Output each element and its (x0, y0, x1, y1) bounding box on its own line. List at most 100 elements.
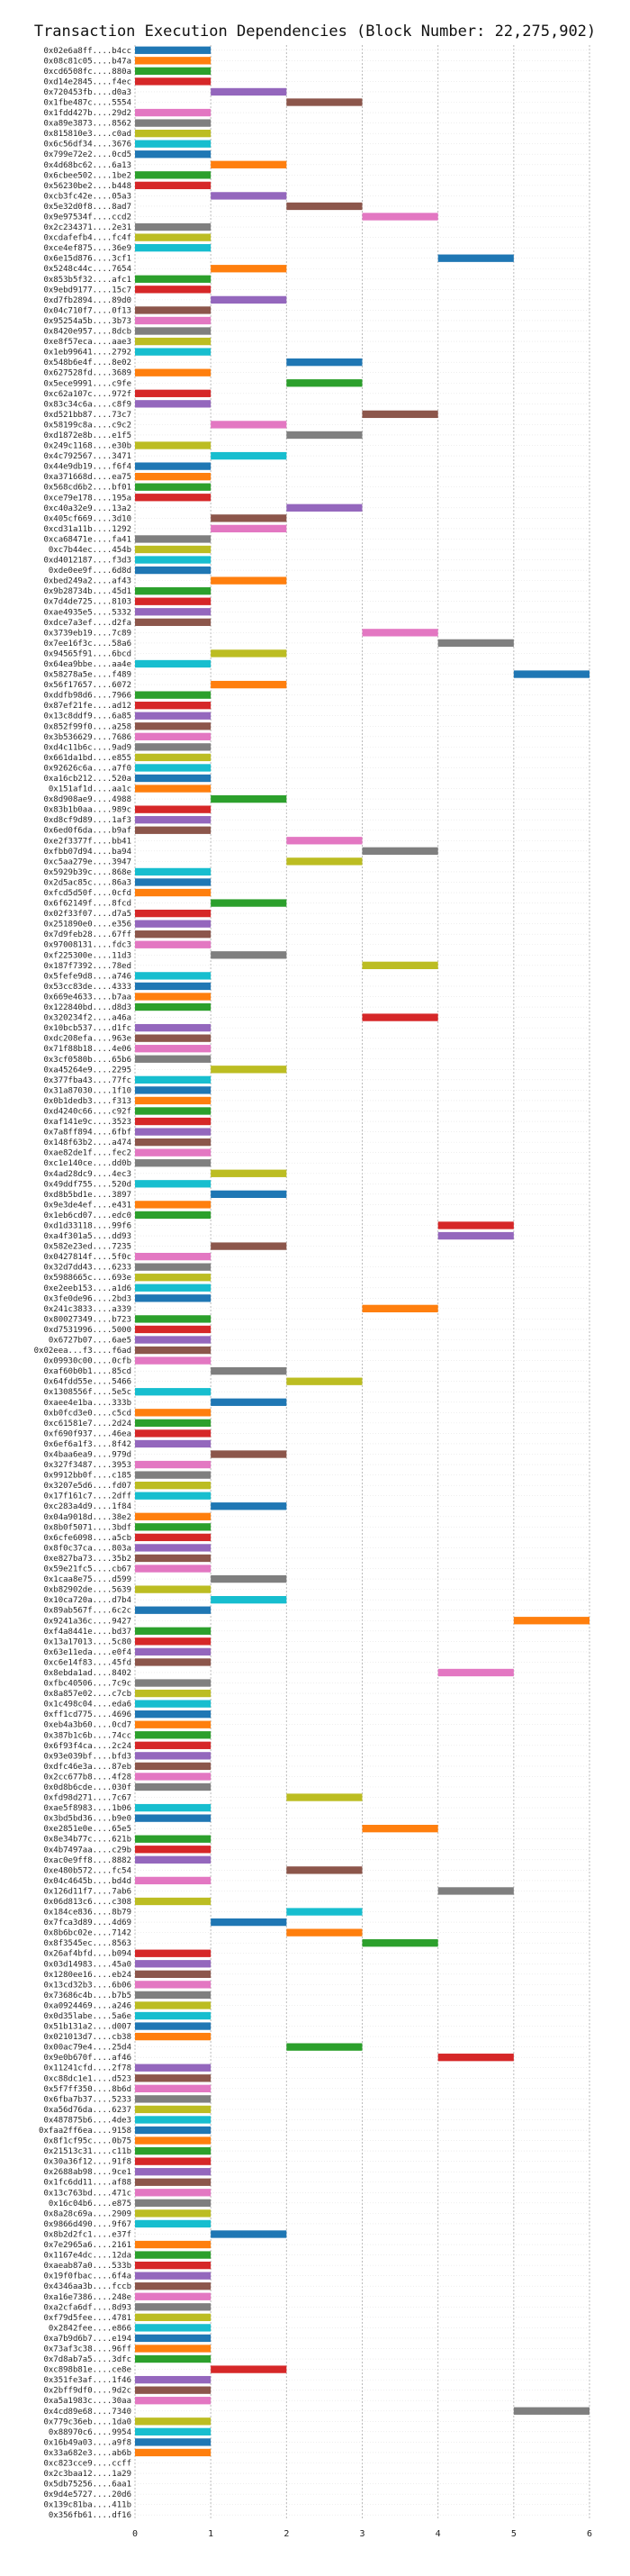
tx-hash-label: 0x2cc677b8....4f28 (43, 1773, 131, 1782)
tx-hash-label: 0xa7b9d6b7....e194 (43, 2335, 131, 2344)
transaction-bar (135, 1138, 212, 1147)
tx-hash-label: 0xdce7a3ef....d2fa (43, 619, 131, 628)
tx-hash-label: 0x568cd6b2....bf01 (43, 484, 131, 493)
tx-hash-label: 0x1caa8e75....d599 (43, 1575, 131, 1584)
tx-hash-label: 0xa5a1983c....30aa (43, 2397, 131, 2406)
transaction-bar (211, 649, 287, 658)
tx-hash-label: 0xfaa2ff6ea....9158 (39, 2127, 131, 2136)
transaction-bar (135, 1117, 212, 1126)
tx-hash-label: 0x53cc83de....4333 (43, 983, 131, 992)
tx-hash-label: 0xce4ef875....36e9 (43, 244, 131, 253)
tx-hash-label: 0xde0ee9f....6d8d (49, 567, 131, 576)
transaction-bar (135, 805, 212, 813)
transaction-bar (135, 2032, 212, 2041)
tx-hash-label: 0x0b1dedb3....f313 (43, 1097, 131, 1106)
tx-hash-label: 0xd1d33118....99f6 (43, 1221, 131, 1230)
transaction-bar (135, 1471, 212, 1479)
transaction-bar (135, 1409, 212, 1417)
tx-hash-label: 0xe827ba73....35b2 (43, 1555, 131, 1564)
tx-hash-label: 0x8e34b77c....621b (43, 1836, 131, 1845)
tx-hash-label: 0xeb4a3b60....0cd7 (43, 1721, 131, 1730)
transaction-bar (135, 1876, 212, 1885)
tx-hash-label: 0x7d8ab7a5....3dfc (43, 2355, 131, 2364)
transaction-bar (135, 2324, 212, 2332)
transaction-bar (135, 785, 212, 793)
x-tick-label: 6 (587, 2529, 592, 2539)
transaction-bar (135, 2064, 212, 2072)
tx-hash-label: 0x56230be2....b448 (43, 182, 131, 191)
tx-hash-label: 0x779c36eb....1da0 (43, 2417, 131, 2426)
tx-hash-label: 0xae82de1f....fec2 (43, 1149, 131, 1158)
transaction-bar (135, 2292, 212, 2300)
tx-hash-label: 0x0427814f....5f0c (43, 1253, 131, 1262)
tx-hash-label: 0x9ebd9177....15c7 (43, 286, 131, 295)
transaction-bar (135, 368, 212, 376)
transaction-bar (286, 1908, 363, 1916)
tx-hash-label: 0xcd6508fc....880a (43, 68, 131, 77)
tx-hash-label: 0xe8f57eca....aae3 (43, 338, 131, 347)
tx-hash-label: 0xc6e14f83....45fd (43, 1658, 131, 1667)
transaction-bar (211, 265, 287, 273)
tx-hash-label: 0x9e97534f....ccd2 (43, 213, 131, 222)
tx-hash-label: 0x6cfe6098....a5cb (43, 1534, 131, 1543)
transaction-bar (135, 1128, 212, 1136)
x-tick-label: 4 (436, 2529, 441, 2539)
tx-hash-label: 0xf690f937....46ea (43, 1429, 131, 1438)
transaction-bar (286, 379, 363, 387)
transaction-bar (135, 348, 212, 356)
tx-hash-label: 0x3207e5d6....fd07 (43, 1482, 131, 1491)
transaction-bar (135, 587, 212, 595)
transaction-bar (135, 243, 212, 252)
tx-hash-label: 0x95254a5b....3b73 (43, 317, 131, 326)
tx-hash-label: 0x021013d7....cb38 (43, 2033, 131, 2042)
transaction-bar (135, 1388, 212, 1396)
tx-hash-label: 0x852f99f0....a258 (43, 722, 131, 731)
transaction-bar (135, 1554, 212, 1563)
tx-hash-label: 0x241c3833....a339 (43, 1305, 131, 1314)
tx-hash-label: 0x8d908ae9....4988 (43, 795, 131, 804)
tx-hash-label: 0xaf141e9c....3523 (43, 1118, 131, 1127)
transaction-bar (135, 1762, 212, 1771)
tx-hash-label: 0x1eb99641....2792 (43, 349, 131, 358)
tx-hash-label: 0x51b131a2....d007 (43, 2023, 131, 2032)
tx-hash-label: 0x8b6bc02e....7142 (43, 1929, 131, 1938)
tx-hash-label: 0x6ed0f6da....b9af (43, 827, 131, 836)
tx-hash-label: 0x5248c44c....7654 (43, 265, 131, 274)
tx-hash-label: 0x31a87030....1f10 (43, 1086, 131, 1095)
tx-hash-label: 0x6cbee502....1be2 (43, 171, 131, 180)
transaction-bar (135, 2136, 212, 2145)
transaction-bar (286, 1866, 363, 1874)
tx-hash-label: 0x5e32d0f8....8ad7 (43, 203, 131, 212)
tx-hash-label: 0x32d7dd43....6233 (43, 1264, 131, 1273)
transaction-bar (135, 1803, 212, 1812)
tx-hash-label: 0xc61581e7....2d24 (43, 1420, 131, 1429)
tx-hash-label: 0x8420e957....8dcb (43, 328, 131, 337)
transaction-bar (135, 441, 212, 449)
transaction-bar (362, 961, 438, 969)
transaction-bar (135, 2282, 212, 2290)
tx-hash-label: 0x387b1c6b....74cc (43, 1731, 131, 1740)
transaction-bar (135, 1315, 212, 1323)
tx-hash-label: 0x5ece9991....c9fe (43, 379, 131, 388)
transaction-bar (135, 67, 212, 76)
transaction-bar (135, 233, 212, 241)
transaction-bar (135, 2427, 212, 2436)
transaction-bar (135, 566, 212, 575)
tx-hash-label: 0x10bcb537....d1fc (43, 1024, 131, 1033)
tx-hash-label: 0x249c1168....e30b (43, 442, 131, 451)
tx-hash-label: 0xc898b81e....ce8e (43, 2366, 131, 2375)
transaction-bar (513, 1617, 590, 1625)
transaction-bar (135, 556, 212, 564)
transaction-bar (135, 878, 212, 886)
tx-hash-label: 0x2688ab98....9ce1 (43, 2168, 131, 2177)
tx-hash-label: 0xae5f8983....1b06 (43, 1804, 131, 1813)
transaction-bar (135, 286, 212, 294)
transaction-bar (135, 2219, 212, 2228)
tx-hash-label: 0x13cd32b3....6b06 (43, 1981, 131, 1990)
transaction-bar (135, 2011, 212, 2020)
transaction-bar (135, 722, 212, 730)
transaction-bar (135, 816, 212, 824)
tx-hash-label: 0xd7531996....5000 (43, 1326, 131, 1335)
tx-hash-label: 0xbed249a2....af43 (43, 577, 131, 586)
transaction-bar (135, 2386, 212, 2394)
